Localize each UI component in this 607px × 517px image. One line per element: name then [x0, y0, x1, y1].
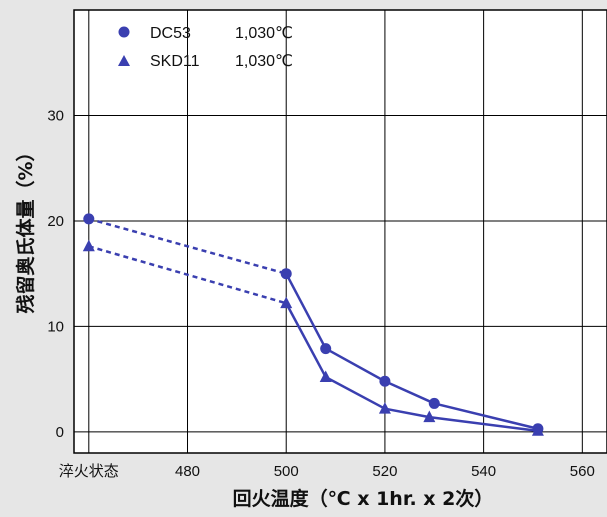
data-point-dc53	[320, 343, 332, 355]
legend-temp-dc53: 1,030℃	[235, 25, 293, 42]
legend: DC53 1,030℃ SKD11 1,030℃	[118, 25, 293, 70]
data-point-skd11	[531, 424, 544, 436]
data-point-skd11	[319, 370, 332, 383]
x-tick-label: 540	[471, 463, 496, 480]
series-line-segment-dc53	[384, 380, 435, 405]
series-group	[82, 213, 544, 436]
y-axis-title: 残留奥氏体量（%）	[14, 142, 37, 313]
series-line-segment-skd11	[88, 245, 287, 305]
series-line-segment-dc53	[88, 217, 287, 275]
y-tick-label: 0	[56, 424, 64, 441]
tick-labels: 淬火状态 480 500 520 540 560 0 10 20 30	[47, 107, 595, 480]
series-line-segment-dc53	[433, 402, 539, 430]
x-axis-title: 回火温度（℃ x 1hr. x 2次）	[233, 487, 494, 510]
data-point-dc53	[379, 375, 391, 387]
legend-temp-skd11: 1,030℃	[235, 53, 293, 70]
legend-label-skd11: SKD11	[150, 53, 200, 70]
series-line-segment-skd11	[285, 302, 327, 378]
grid	[73, 9, 607, 454]
data-point-dc53	[280, 268, 292, 280]
data-point-skd11	[423, 410, 436, 423]
x-tick-label: 500	[274, 463, 299, 480]
legend-marker-skd11	[118, 55, 130, 66]
data-point-dc53	[83, 213, 95, 225]
series-line-segment-dc53	[285, 273, 327, 350]
x-tick-label: 淬火状态	[59, 463, 119, 480]
data-point-skd11	[280, 296, 293, 309]
legend-marker-dc53	[118, 26, 130, 38]
y-tick-label: 30	[47, 107, 64, 124]
legend-label-dc53: DC53	[150, 25, 191, 42]
x-tick-label: 480	[175, 463, 200, 480]
x-tick-label: 560	[570, 463, 595, 480]
series-line-segment-skd11	[384, 407, 430, 419]
plot-frame	[73, 9, 607, 454]
series-line-segment-skd11	[325, 375, 386, 410]
x-tick-label: 520	[372, 463, 397, 480]
data-point-dc53	[428, 397, 440, 409]
plot-background	[74, 10, 607, 453]
data-point-skd11	[378, 402, 391, 414]
y-tick-label: 20	[47, 213, 64, 230]
y-tick-label: 10	[47, 318, 64, 335]
series-line-segment-dc53	[325, 347, 386, 383]
data-point-skd11	[82, 239, 95, 252]
series-line-segment-skd11	[429, 415, 539, 433]
